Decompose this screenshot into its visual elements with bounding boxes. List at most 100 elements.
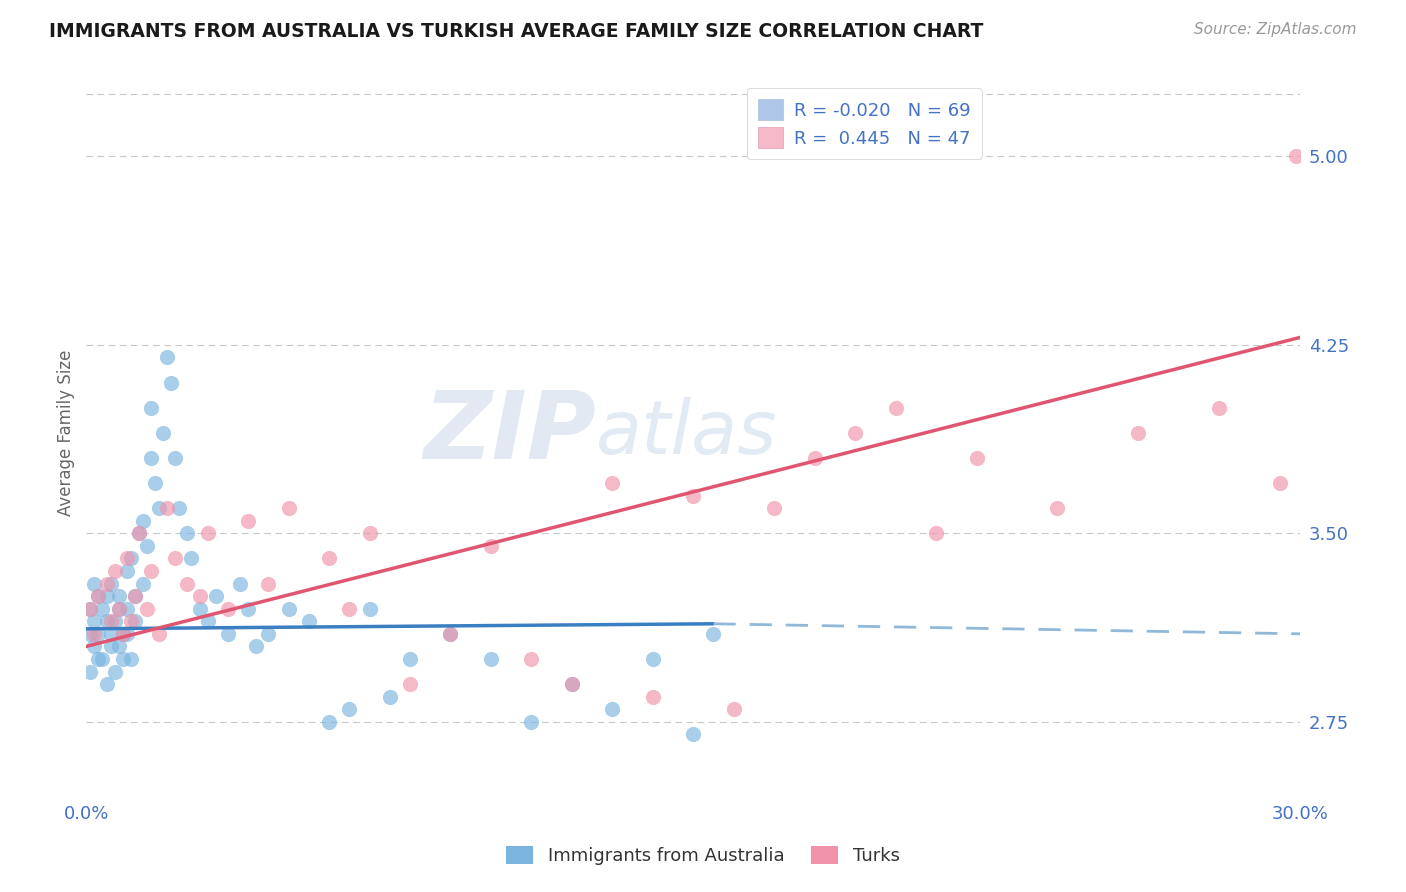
Point xyxy=(100,614,122,628)
Point xyxy=(139,450,162,465)
Point xyxy=(136,601,159,615)
Point xyxy=(132,514,155,528)
Point xyxy=(277,601,299,615)
Point xyxy=(79,627,101,641)
Point xyxy=(115,564,138,578)
Point xyxy=(169,501,191,516)
Point xyxy=(83,576,105,591)
Point xyxy=(359,526,381,541)
Point xyxy=(217,601,239,615)
Point xyxy=(763,501,786,516)
Point xyxy=(479,539,502,553)
Text: Source: ZipAtlas.com: Source: ZipAtlas.com xyxy=(1194,22,1357,37)
Point xyxy=(1208,401,1230,415)
Point xyxy=(87,652,110,666)
Point xyxy=(176,576,198,591)
Point xyxy=(682,727,704,741)
Point xyxy=(100,640,122,654)
Point xyxy=(128,526,150,541)
Point xyxy=(257,627,280,641)
Point xyxy=(139,564,162,578)
Point xyxy=(1268,476,1291,491)
Point xyxy=(197,526,219,541)
Legend: R = -0.020   N = 69, R =  0.445   N = 47: R = -0.020 N = 69, R = 0.445 N = 47 xyxy=(747,88,981,159)
Point xyxy=(104,665,127,679)
Point xyxy=(236,601,259,615)
Point xyxy=(165,450,187,465)
Point xyxy=(236,514,259,528)
Point xyxy=(79,601,101,615)
Point xyxy=(100,576,122,591)
Point xyxy=(115,627,138,641)
Point xyxy=(96,589,118,603)
Point xyxy=(1046,501,1069,516)
Point xyxy=(641,690,664,704)
Point xyxy=(204,589,226,603)
Point xyxy=(318,714,340,729)
Point xyxy=(337,601,360,615)
Point xyxy=(100,627,122,641)
Point xyxy=(561,677,583,691)
Point xyxy=(87,589,110,603)
Point xyxy=(399,652,422,666)
Point xyxy=(111,627,134,641)
Text: IMMIGRANTS FROM AUSTRALIA VS TURKISH AVERAGE FAMILY SIZE CORRELATION CHART: IMMIGRANTS FROM AUSTRALIA VS TURKISH AVE… xyxy=(49,22,984,41)
Point xyxy=(277,501,299,516)
Point xyxy=(561,677,583,691)
Point xyxy=(96,614,118,628)
Point xyxy=(136,539,159,553)
Point xyxy=(298,614,321,628)
Point xyxy=(378,690,401,704)
Point xyxy=(702,627,724,641)
Point xyxy=(318,551,340,566)
Point xyxy=(91,652,114,666)
Point xyxy=(520,714,543,729)
Point xyxy=(96,677,118,691)
Point xyxy=(87,627,110,641)
Point xyxy=(83,627,105,641)
Point xyxy=(165,551,187,566)
Point xyxy=(723,702,745,716)
Point xyxy=(152,425,174,440)
Point xyxy=(803,450,825,465)
Point xyxy=(359,601,381,615)
Point xyxy=(257,576,280,591)
Point xyxy=(124,614,146,628)
Point xyxy=(124,589,146,603)
Point xyxy=(1128,425,1150,440)
Point xyxy=(132,576,155,591)
Point xyxy=(479,652,502,666)
Point xyxy=(143,476,166,491)
Point xyxy=(337,702,360,716)
Point xyxy=(682,489,704,503)
Y-axis label: Average Family Size: Average Family Size xyxy=(58,350,75,516)
Point xyxy=(641,652,664,666)
Point xyxy=(115,601,138,615)
Point xyxy=(439,627,461,641)
Point xyxy=(124,589,146,603)
Point xyxy=(197,614,219,628)
Point xyxy=(107,601,129,615)
Point xyxy=(87,589,110,603)
Point xyxy=(245,640,267,654)
Point xyxy=(925,526,948,541)
Point xyxy=(966,450,988,465)
Point xyxy=(120,652,142,666)
Point xyxy=(111,652,134,666)
Point xyxy=(107,640,129,654)
Point xyxy=(148,501,170,516)
Point xyxy=(176,526,198,541)
Point xyxy=(104,614,127,628)
Point xyxy=(107,601,129,615)
Point xyxy=(79,601,101,615)
Point xyxy=(884,401,907,415)
Point xyxy=(188,589,211,603)
Point xyxy=(115,551,138,566)
Point xyxy=(160,376,183,390)
Point xyxy=(83,640,105,654)
Text: ZIP: ZIP xyxy=(423,387,596,479)
Point xyxy=(120,614,142,628)
Point xyxy=(520,652,543,666)
Point xyxy=(83,614,105,628)
Point xyxy=(120,551,142,566)
